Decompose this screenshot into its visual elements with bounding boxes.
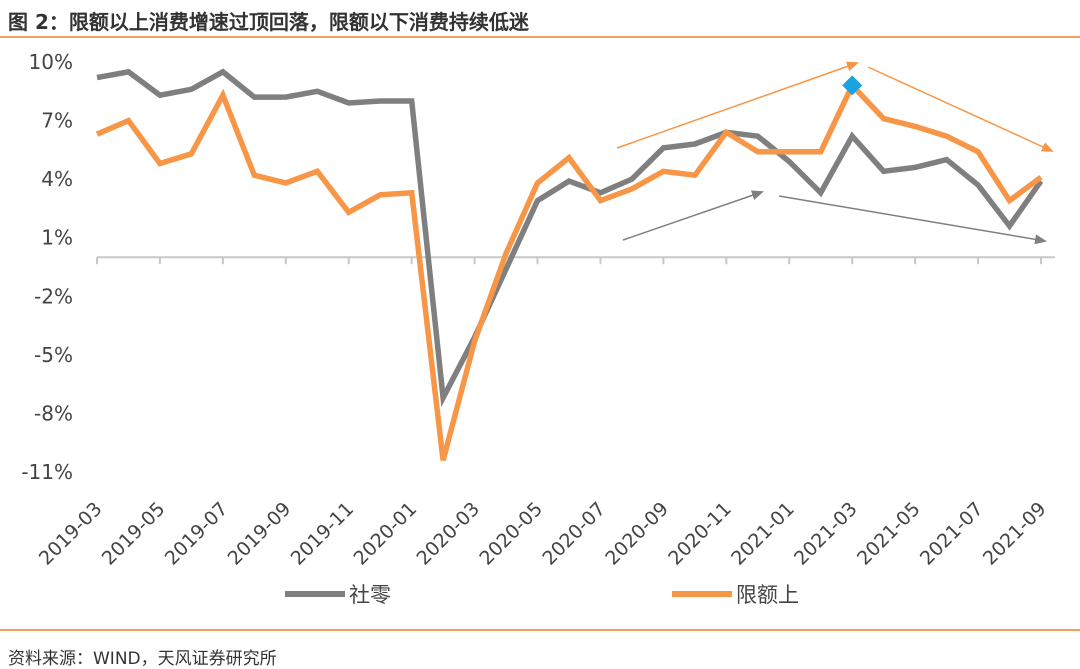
y-tick-label: 1% xyxy=(41,226,73,250)
x-tick-label: 2020-03 xyxy=(412,498,484,570)
trend-arrow-orange-down xyxy=(867,66,1054,152)
legend-label-1: 限额上 xyxy=(736,583,799,607)
x-tick-label: 2021-01 xyxy=(727,498,799,570)
source-note: 资料来源：WIND，天风证券研究所 xyxy=(8,649,277,669)
x-tick-label: 2021-05 xyxy=(853,498,925,570)
y-tick-label: -5% xyxy=(34,343,73,367)
legend-label-0: 社零 xyxy=(349,583,391,607)
x-tick-label: 2020-11 xyxy=(664,498,736,570)
x-tick-label: 2021-07 xyxy=(916,498,988,570)
y-tick-label: -11% xyxy=(21,460,73,484)
chart-area: 10%7%4%1%-2%-5%-8%-11% 2019-032019-05201… xyxy=(21,50,1055,607)
trend-arrow-orange-up xyxy=(616,61,859,149)
x-tick-label: 2019-11 xyxy=(287,498,359,570)
x-tick-label: 2019-03 xyxy=(35,498,107,570)
highlight-point-marker xyxy=(842,75,863,96)
x-tick-label: 2020-09 xyxy=(601,498,673,570)
x-tick-label: 2021-03 xyxy=(790,498,862,570)
y-tick-label: -8% xyxy=(34,401,73,425)
x-tick-label: 2020-01 xyxy=(350,498,422,570)
y-tick-label: 7% xyxy=(41,109,73,133)
top-divider xyxy=(0,36,1080,38)
trend-arrow-gray-up xyxy=(622,190,764,241)
x-tick-label: 2019-09 xyxy=(224,498,296,570)
x-tick-label: 2021-09 xyxy=(979,498,1051,570)
bottom-divider xyxy=(0,629,1080,631)
x-tick-label: 2020-05 xyxy=(475,498,547,570)
y-tick-label: -2% xyxy=(34,284,73,308)
series-line-1 xyxy=(95,80,1043,462)
chart-title: 图 2：限额以上消费增速过顶回落，限额以下消费持续低迷 xyxy=(8,10,529,34)
x-tick-label: 2019-07 xyxy=(161,498,233,570)
y-tick-label: 4% xyxy=(41,167,73,191)
x-tick-label: 2020-07 xyxy=(538,498,610,570)
trend-arrow-gray-down xyxy=(778,195,1047,245)
x-tick-label: 2019-05 xyxy=(98,498,170,570)
series-line-0 xyxy=(96,68,1044,408)
y-tick-label: 10% xyxy=(29,50,73,74)
